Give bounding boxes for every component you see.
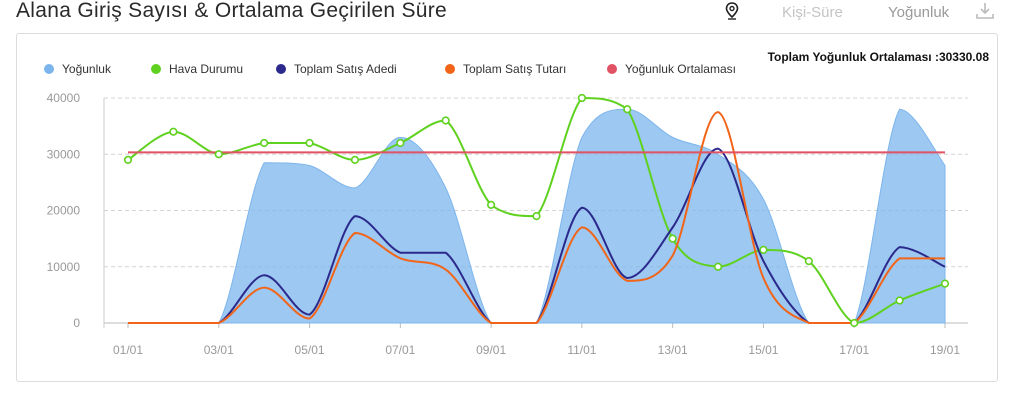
y-tick-label: 30000 (47, 147, 81, 161)
data-point (350, 155, 360, 164)
page-title: Alana Giriş Sayısı & Ortalama Geçirilen … (16, 0, 448, 22)
legend-label: Toplam Satış Adedi (294, 62, 397, 76)
data-point (895, 296, 904, 305)
data-point (623, 105, 632, 114)
series-line-toplam-sat-tutar- (128, 111, 945, 324)
legend-marker (445, 64, 455, 74)
map-pin-icon[interactable] (724, 2, 740, 20)
x-tick-label: 19/01 (930, 343, 960, 357)
data-point (169, 127, 178, 136)
data-point (577, 93, 586, 103)
legend-item-yogunluk[interactable]: Yoğunluk (44, 62, 111, 76)
legend-marker (276, 64, 286, 74)
legend-item-yogunluk-ortalamasi[interactable]: Yoğunluk Ortalaması (607, 62, 736, 76)
legend-marker (607, 64, 617, 74)
legend-label: Toplam Satış Tutarı (463, 62, 567, 76)
data-point (214, 150, 223, 159)
legend-item-hava-durumu[interactable]: Hava Durumu (151, 62, 243, 76)
x-tick-label: 17/01 (839, 343, 869, 357)
series-line-toplam-sat-adedi (128, 147, 946, 324)
x-tick-label: 13/01 (658, 343, 688, 357)
legend-marker (44, 64, 54, 74)
download-icon[interactable] (975, 2, 995, 20)
average-annotation: Toplam Yoğunluk Ortalaması :30330.08 (767, 50, 989, 64)
data-point (759, 245, 768, 254)
data-point (940, 279, 950, 288)
y-tick-label: 40000 (47, 91, 81, 105)
x-tick-label: 03/01 (204, 343, 234, 357)
y-tick-label: 0 (73, 316, 80, 330)
legend-label: Yoğunluk (62, 62, 111, 76)
data-point (396, 138, 405, 148)
tab-yogunluk[interactable]: Yoğunluk (888, 4, 950, 21)
chart-view-toolbar: Kişi-Süre Yoğunluk (0, 2, 1014, 26)
x-tick-label: 15/01 (748, 343, 778, 357)
x-tick-label: 09/01 (476, 343, 506, 357)
data-point (850, 318, 859, 328)
y-tick-label: 20000 (47, 204, 81, 218)
data-point (260, 138, 269, 148)
data-point (305, 138, 314, 148)
tab-kisi-sure[interactable]: Kişi-Süre (782, 4, 843, 21)
data-point (713, 262, 723, 271)
data-point (123, 155, 133, 164)
legend-item-toplam-satis-tutari[interactable]: Toplam Satış Tutarı (445, 62, 566, 76)
legend-marker (151, 64, 161, 74)
y-tick-label: 10000 (47, 260, 81, 274)
x-tick-label: 05/01 (295, 343, 325, 357)
x-tick-label: 07/01 (385, 343, 415, 357)
x-tick-label: 11/01 (567, 343, 596, 357)
legend-label: Yoğunluk Ortalaması (625, 62, 736, 76)
legend-item-toplam-satis-adedi[interactable]: Toplam Satış Adedi (276, 62, 397, 76)
data-point (487, 200, 496, 209)
x-tick-label: 01/01 (113, 343, 143, 357)
data-point (441, 116, 450, 125)
data-point (804, 257, 813, 266)
legend-label: Hava Durumu (169, 62, 244, 76)
data-point (668, 234, 677, 243)
data-point (532, 212, 541, 221)
